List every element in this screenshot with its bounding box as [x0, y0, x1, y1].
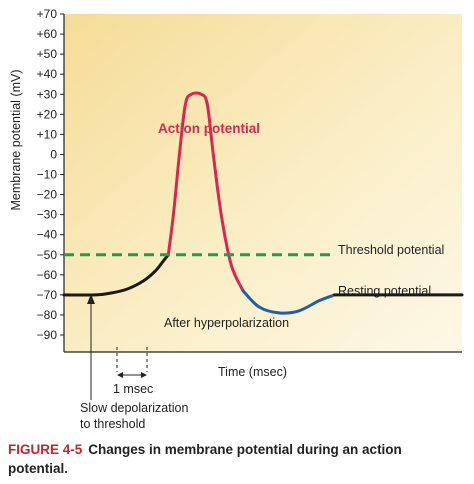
y-tick-label: +70 [37, 7, 58, 21]
figure-caption: FIGURE 4-5 Changes in membrane potential … [8, 440, 448, 478]
caption-text: Changes in membrane potential during an … [8, 442, 402, 476]
y-tick-label: −70 [37, 288, 58, 302]
action-segment [166, 91, 245, 293]
after-hyperpolarization-segment [241, 289, 337, 315]
action-potential-label: Action potential [158, 121, 260, 136]
caption-label: FIGURE 4-5 [8, 442, 83, 457]
threshold-potential-label: Threshold potential [338, 243, 444, 257]
y-tick-label: +20 [37, 107, 58, 121]
one-msec-label: 1 msec [113, 382, 153, 396]
x-axis-label: Time (msec) [218, 365, 287, 379]
y-axis: +70 +60 +50 +40 +30 +20 +10 0 −10 −20 −30 −40 −50 −60… [37, 7, 462, 353]
resting-potential-label: Resting potential [338, 284, 431, 298]
after-hyperpolarization-label: After hyperpolarization [164, 316, 289, 330]
y-tick-label: −80 [37, 308, 58, 322]
action-potential-chart: +70 +60 +50 +40 +30 +20 +10 0 −10 −20 −30 −40 −50 −60… [9, 7, 464, 431]
y-tick-label: −20 [37, 188, 58, 202]
y-tick-label: +60 [37, 27, 58, 41]
y-tick-label: +10 [37, 127, 58, 141]
y-tick-label: +30 [37, 87, 58, 101]
resting-segment [62, 253, 170, 297]
y-tick-label: +40 [37, 67, 58, 81]
y-tick-label: −90 [37, 328, 58, 342]
y-tick-label: −40 [37, 228, 58, 242]
slow-depolarization-label-2: to threshold [80, 417, 145, 431]
series-lines [62, 91, 464, 315]
y-tick-label: −60 [37, 268, 58, 282]
y-tick-label: 0 [50, 147, 57, 161]
slow-depolarization-arrowhead [87, 294, 95, 304]
y-tick-label: −50 [37, 248, 58, 262]
y-tick-label: −10 [37, 168, 58, 182]
one-msec-bracket [116, 347, 148, 378]
slow-depolarization-label: Slow depolarization [80, 401, 188, 415]
y-axis-label: Membrane potential (mV) [9, 69, 23, 210]
y-tick-label: −30 [37, 208, 58, 222]
plot-background [64, 14, 462, 352]
y-tick-label: +50 [37, 47, 58, 61]
